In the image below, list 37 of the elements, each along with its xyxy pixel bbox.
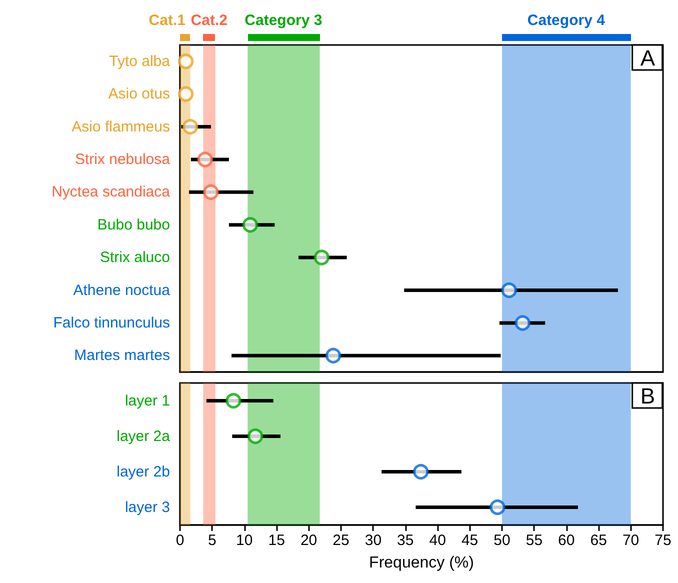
y-tick-label: Bubo bubo [97, 216, 170, 234]
y-tick-label: Strix nebulosa [74, 150, 171, 168]
x-tick-label: 20 [300, 532, 318, 549]
annotation: B [640, 384, 656, 408]
y-tick-label: Strix aluco [100, 249, 170, 266]
x-tick-label: 0 [176, 532, 184, 549]
x-tick-label: 65 [590, 532, 607, 549]
band-label: Cat.2 [190, 12, 228, 29]
annotation: A [640, 46, 656, 70]
x-tick-label: 35 [397, 532, 414, 549]
x-tick-label: 70 [622, 532, 640, 549]
y-tick-label: Asio flammeus [72, 118, 170, 136]
x-tick-label: 45 [461, 532, 478, 549]
y-tick-label: layer 2a [116, 428, 171, 445]
x-axis-title: Frequency (%) [369, 554, 474, 572]
x-tick-label: 55 [526, 532, 543, 549]
y-tick-label: Falco tinnunculus [53, 314, 170, 332]
y-tick-label: layer 1 [124, 392, 170, 410]
x-tick-label: 10 [236, 532, 253, 549]
x-tick-label: 75 [654, 532, 672, 549]
y-tick-label: Athene noctua [73, 282, 171, 299]
y-tick-label: Nyctea scandiaca [52, 184, 171, 201]
x-tick-label: 40 [429, 532, 446, 549]
y-tick-label: layer 3 [124, 498, 170, 516]
band-label: Cat.1 [148, 12, 186, 29]
y-tick-label: Tyto alba [109, 52, 171, 70]
x-tick-label: 50 [494, 532, 510, 549]
y-tick-label: layer 2b [116, 463, 170, 480]
x-tick-label: 60 [558, 532, 575, 549]
x-tick-label: 30 [364, 532, 382, 549]
x-tick-label: 25 [332, 532, 350, 549]
band-label: Category 3 [244, 12, 322, 29]
band-label: Category 4 [527, 12, 605, 29]
x-tick-label: 5 [208, 532, 216, 549]
y-tick-label: Martes martes [74, 347, 170, 364]
x-tick-label: 15 [268, 532, 285, 549]
y-tick-label: Asio otus [108, 86, 170, 103]
